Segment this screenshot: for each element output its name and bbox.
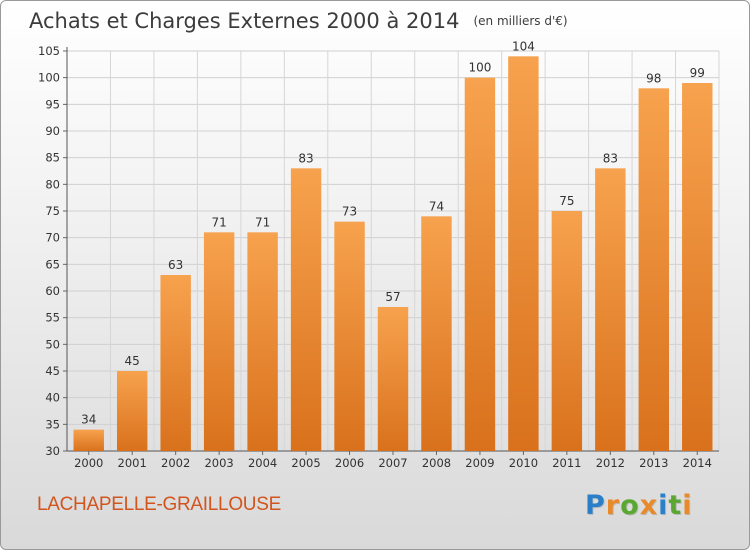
logo-letter: i xyxy=(682,490,693,521)
bar xyxy=(247,232,278,451)
x-tick-label: 2010 xyxy=(509,456,538,470)
x-tick-label: 2008 xyxy=(422,456,451,470)
logo-letter: r xyxy=(605,490,621,521)
bar xyxy=(508,56,539,451)
data-label: 83 xyxy=(298,151,313,165)
x-tick-label: 2007 xyxy=(378,456,407,470)
y-tick-label: 30 xyxy=(45,444,60,458)
bar xyxy=(73,429,104,451)
x-tick-label: 2014 xyxy=(683,456,712,470)
y-tick-label: 70 xyxy=(45,231,60,245)
bar xyxy=(421,216,452,451)
chart-title-text: Achats et Charges Externes 2000 à 2014 xyxy=(29,9,460,33)
y-tick-label: 60 xyxy=(45,284,60,298)
bar xyxy=(638,88,670,451)
y-tick-label: 45 xyxy=(45,364,60,378)
data-label: 99 xyxy=(690,66,705,80)
logo-letter: o xyxy=(620,490,640,521)
y-tick-label: 90 xyxy=(45,124,60,138)
bar xyxy=(464,77,496,452)
bar xyxy=(290,168,322,452)
y-tick-label: 80 xyxy=(45,177,60,191)
data-label: 73 xyxy=(342,205,357,219)
bar xyxy=(595,168,626,452)
bar xyxy=(377,307,409,451)
bar xyxy=(682,83,713,451)
logo-letter: i xyxy=(658,490,669,521)
data-label: 71 xyxy=(255,215,270,229)
data-label: 100 xyxy=(468,61,491,75)
x-tick-label: 2009 xyxy=(465,456,494,470)
data-label: 57 xyxy=(385,290,400,304)
y-tick-label: 100 xyxy=(38,71,60,85)
bar xyxy=(551,211,583,451)
x-tick-label: 2002 xyxy=(161,456,190,470)
y-tick-label: 35 xyxy=(45,417,60,431)
logo-letter: x xyxy=(639,490,659,521)
bar xyxy=(116,371,148,451)
proxiti-logo: Proxiti xyxy=(585,490,693,521)
data-label: 63 xyxy=(168,258,183,272)
x-tick-label: 2001 xyxy=(118,456,147,470)
x-tick-label: 2003 xyxy=(204,456,233,470)
x-tick-label: 2013 xyxy=(639,456,668,470)
y-tick-label: 40 xyxy=(45,391,60,405)
y-tick-label: 65 xyxy=(45,257,60,271)
logo-letter: P xyxy=(585,490,606,521)
bar xyxy=(334,221,365,451)
y-tick-label: 95 xyxy=(45,97,60,111)
data-label: 34 xyxy=(81,413,96,427)
data-labels: 34 45 63 71 71 83 73 57 74 100 104 75 83 98 99 xyxy=(81,39,705,426)
data-label: 98 xyxy=(646,71,661,85)
bar xyxy=(203,232,235,451)
x-tick-label: 2004 xyxy=(248,456,277,470)
chart-unit-note: (en milliers d'€) xyxy=(473,14,568,28)
place-name: LACHAPELLE-GRAILLOUSE xyxy=(37,494,281,515)
x-tick-label: 2005 xyxy=(291,456,320,470)
data-label: 75 xyxy=(559,194,574,208)
y-tick-labels: 30 35 40 45 50 55 60 65 70 75 80 85 90 95 100 105 xyxy=(38,44,60,458)
x-tick-label: 2000 xyxy=(74,456,103,470)
data-label: 45 xyxy=(125,354,140,368)
y-tick-label: 50 xyxy=(45,337,60,351)
data-label: 74 xyxy=(429,199,444,213)
bar xyxy=(160,275,191,451)
data-label: 71 xyxy=(211,215,226,229)
y-tick-label: 85 xyxy=(45,151,60,165)
y-tick-label: 105 xyxy=(38,44,60,58)
x-tick-label: 2012 xyxy=(596,456,625,470)
x-tick-labels: 2000 2001 2002 2003 2004 2005 2006 2007 2008 2009… xyxy=(74,456,712,470)
logo-letter: t xyxy=(668,490,683,521)
y-tick-label: 55 xyxy=(45,311,60,325)
data-label: 83 xyxy=(603,151,618,165)
x-tick-label: 2011 xyxy=(552,456,581,470)
y-tick-label: 75 xyxy=(45,204,60,218)
data-label: 104 xyxy=(512,39,535,53)
x-tick-label: 2006 xyxy=(335,456,364,470)
bars xyxy=(73,56,713,452)
chart-title: Achats et Charges Externes 2000 à 2014 (e… xyxy=(29,9,568,33)
